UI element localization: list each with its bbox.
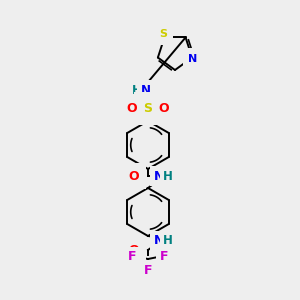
Text: S: S — [159, 29, 167, 39]
Text: N: N — [154, 235, 164, 248]
Text: F: F — [128, 250, 136, 263]
Text: O: O — [127, 101, 137, 115]
Text: F: F — [144, 263, 152, 277]
Text: S: S — [143, 101, 152, 115]
Text: N: N — [141, 83, 151, 97]
Text: F: F — [160, 250, 168, 263]
Text: H: H — [163, 169, 173, 182]
Text: H: H — [163, 235, 173, 248]
Text: N: N — [188, 54, 198, 64]
Text: O: O — [129, 244, 139, 256]
Text: H: H — [132, 83, 142, 97]
Text: O: O — [159, 101, 169, 115]
Text: O: O — [129, 169, 139, 182]
Text: N: N — [154, 169, 164, 182]
